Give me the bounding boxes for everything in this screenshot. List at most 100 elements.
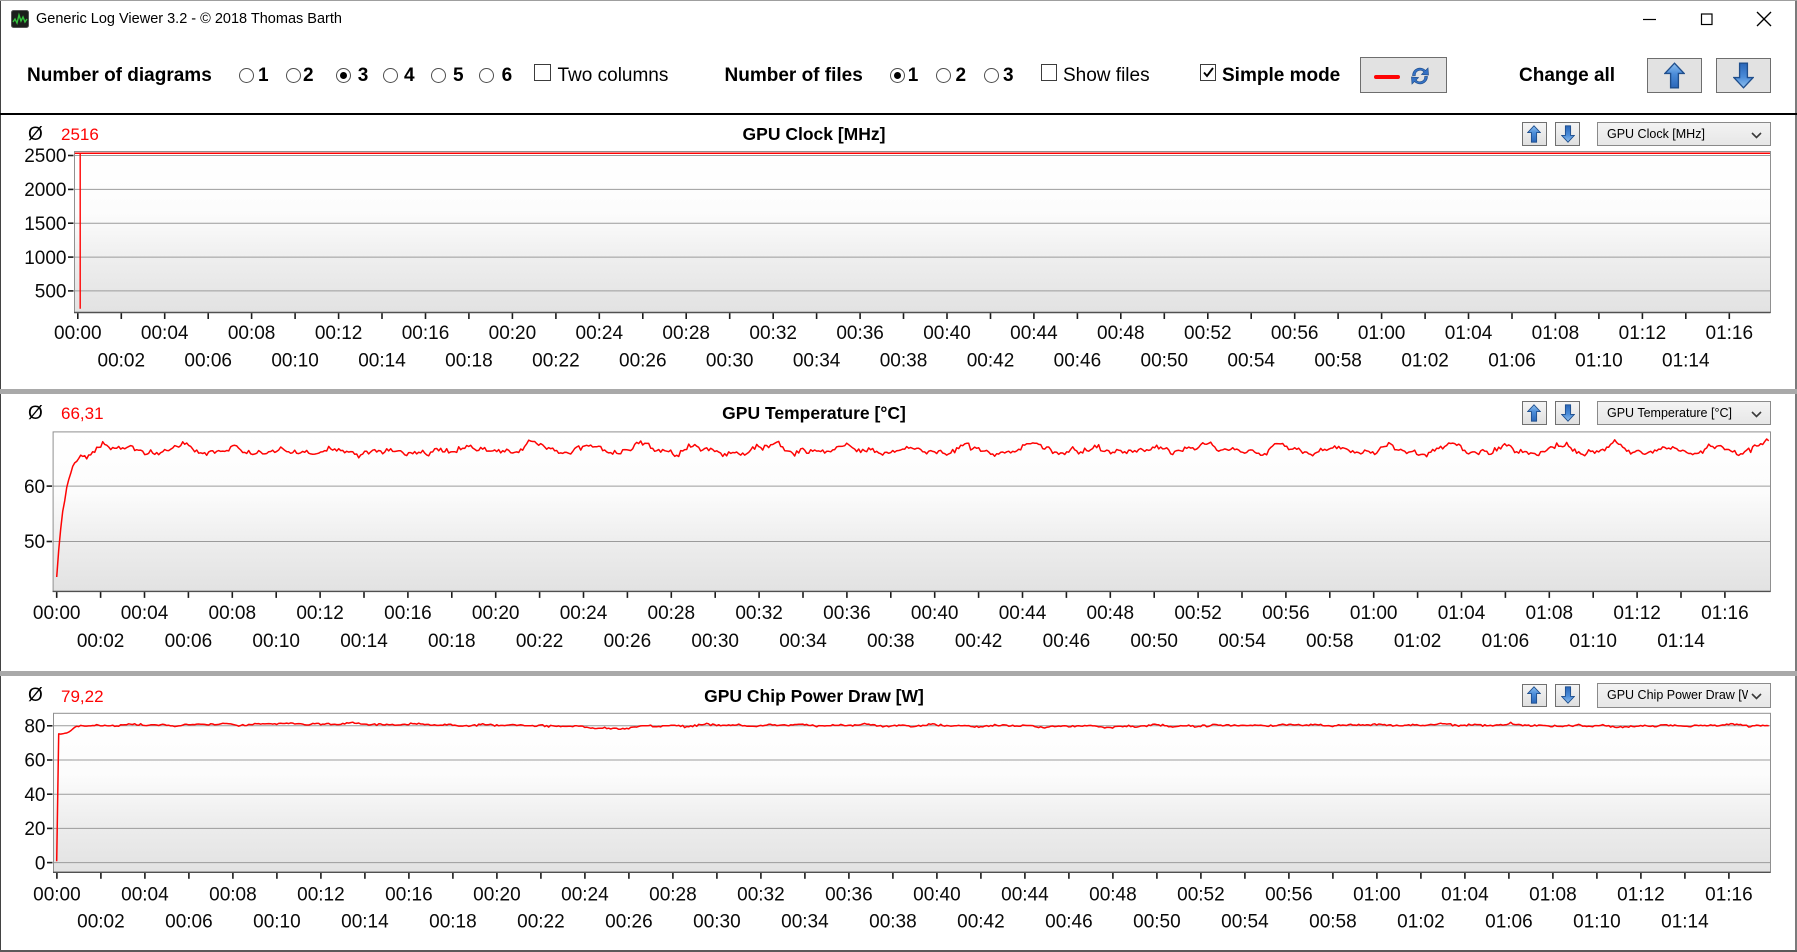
svg-text:00:54: 00:54 xyxy=(1227,351,1275,372)
svg-text:01:06: 01:06 xyxy=(1485,911,1533,932)
svg-text:500: 500 xyxy=(35,282,67,303)
svg-text:00:44: 00:44 xyxy=(999,603,1047,624)
svg-text:00:48: 00:48 xyxy=(1087,603,1135,624)
svg-text:00:04: 00:04 xyxy=(141,323,189,344)
svg-text:1500: 1500 xyxy=(24,214,66,235)
svg-text:60: 60 xyxy=(24,477,45,498)
svg-text:00:18: 00:18 xyxy=(429,911,477,932)
svg-text:01:14: 01:14 xyxy=(1661,911,1709,932)
svg-text:60: 60 xyxy=(24,750,45,771)
svg-text:00:06: 00:06 xyxy=(165,631,213,652)
svg-text:00:26: 00:26 xyxy=(605,911,653,932)
svg-text:00:36: 00:36 xyxy=(823,603,871,624)
svg-text:00:32: 00:32 xyxy=(735,603,783,624)
svg-text:00:04: 00:04 xyxy=(121,884,169,905)
svg-text:00:52: 00:52 xyxy=(1177,884,1225,905)
svg-text:00:50: 00:50 xyxy=(1130,631,1178,652)
svg-text:2500: 2500 xyxy=(24,146,66,167)
svg-text:00:40: 00:40 xyxy=(911,603,959,624)
svg-text:00:28: 00:28 xyxy=(648,603,696,624)
svg-text:00:14: 00:14 xyxy=(358,351,406,372)
svg-text:00:16: 00:16 xyxy=(385,884,433,905)
svg-text:00:42: 00:42 xyxy=(955,631,1003,652)
svg-text:00:58: 00:58 xyxy=(1306,631,1354,652)
svg-text:00:14: 00:14 xyxy=(340,631,388,652)
svg-text:00:46: 00:46 xyxy=(1045,911,1093,932)
svg-text:00:20: 00:20 xyxy=(473,884,521,905)
svg-text:00:16: 00:16 xyxy=(402,323,450,344)
svg-text:00:38: 00:38 xyxy=(869,911,917,932)
svg-text:00:34: 00:34 xyxy=(793,351,841,372)
svg-text:00:32: 00:32 xyxy=(749,323,797,344)
svg-text:00:04: 00:04 xyxy=(121,603,169,624)
svg-text:01:10: 01:10 xyxy=(1575,351,1623,372)
svg-text:00:36: 00:36 xyxy=(836,323,884,344)
svg-text:01:04: 01:04 xyxy=(1438,603,1486,624)
svg-text:00:58: 00:58 xyxy=(1309,911,1357,932)
svg-text:50: 50 xyxy=(24,533,45,554)
svg-text:00:46: 00:46 xyxy=(1054,351,1102,372)
svg-text:01:12: 01:12 xyxy=(1617,884,1665,905)
svg-text:00:44: 00:44 xyxy=(1001,884,1049,905)
svg-text:00:12: 00:12 xyxy=(315,323,363,344)
svg-text:01:16: 01:16 xyxy=(1706,323,1754,344)
svg-text:00:26: 00:26 xyxy=(604,631,652,652)
svg-text:00:30: 00:30 xyxy=(691,631,739,652)
svg-text:00:34: 00:34 xyxy=(779,631,827,652)
svg-text:01:02: 01:02 xyxy=(1397,911,1445,932)
svg-text:00:38: 00:38 xyxy=(880,351,928,372)
svg-text:00:20: 00:20 xyxy=(472,603,520,624)
svg-text:00:40: 00:40 xyxy=(913,884,961,905)
svg-text:00:22: 00:22 xyxy=(532,351,580,372)
svg-text:01:04: 01:04 xyxy=(1445,323,1493,344)
svg-text:01:02: 01:02 xyxy=(1394,631,1442,652)
svg-text:2000: 2000 xyxy=(24,180,66,201)
svg-text:00:52: 00:52 xyxy=(1184,323,1232,344)
svg-text:00:48: 00:48 xyxy=(1089,884,1137,905)
svg-text:01:08: 01:08 xyxy=(1529,884,1577,905)
svg-text:01:12: 01:12 xyxy=(1613,603,1661,624)
svg-text:40: 40 xyxy=(24,785,45,806)
svg-text:00:30: 00:30 xyxy=(706,351,754,372)
svg-text:00:44: 00:44 xyxy=(1010,323,1058,344)
svg-text:01:04: 01:04 xyxy=(1441,884,1489,905)
svg-text:00:00: 00:00 xyxy=(33,603,81,624)
svg-text:00:34: 00:34 xyxy=(781,911,829,932)
svg-text:00:02: 00:02 xyxy=(77,631,125,652)
svg-text:00:56: 00:56 xyxy=(1262,603,1310,624)
svg-text:00:12: 00:12 xyxy=(297,884,345,905)
svg-text:00:10: 00:10 xyxy=(252,631,300,652)
svg-text:00:52: 00:52 xyxy=(1174,603,1222,624)
svg-text:00:08: 00:08 xyxy=(209,603,257,624)
svg-text:00:10: 00:10 xyxy=(253,911,301,932)
svg-text:00:10: 00:10 xyxy=(271,351,319,372)
svg-text:00:02: 00:02 xyxy=(98,351,146,372)
svg-text:00:20: 00:20 xyxy=(489,323,537,344)
svg-text:01:10: 01:10 xyxy=(1569,631,1617,652)
svg-text:00:00: 00:00 xyxy=(54,323,102,344)
svg-text:00:56: 00:56 xyxy=(1271,323,1319,344)
svg-text:0: 0 xyxy=(35,853,46,874)
svg-text:01:00: 01:00 xyxy=(1353,884,1401,905)
svg-text:00:28: 00:28 xyxy=(662,323,710,344)
svg-text:00:24: 00:24 xyxy=(560,603,608,624)
svg-text:01:14: 01:14 xyxy=(1662,351,1710,372)
svg-text:00:58: 00:58 xyxy=(1314,351,1362,372)
svg-text:01:08: 01:08 xyxy=(1532,323,1580,344)
svg-text:00:06: 00:06 xyxy=(165,911,213,932)
svg-text:01:14: 01:14 xyxy=(1657,631,1705,652)
svg-text:00:32: 00:32 xyxy=(737,884,785,905)
svg-text:01:06: 01:06 xyxy=(1488,351,1536,372)
svg-text:00:30: 00:30 xyxy=(693,911,741,932)
svg-text:00:28: 00:28 xyxy=(649,884,697,905)
svg-text:01:16: 01:16 xyxy=(1705,884,1753,905)
svg-text:00:54: 00:54 xyxy=(1221,911,1269,932)
svg-text:1000: 1000 xyxy=(24,248,66,269)
svg-text:00:50: 00:50 xyxy=(1133,911,1181,932)
svg-text:00:14: 00:14 xyxy=(341,911,389,932)
svg-text:80: 80 xyxy=(24,716,45,737)
svg-text:01:02: 01:02 xyxy=(1401,351,1449,372)
svg-text:00:40: 00:40 xyxy=(923,323,971,344)
svg-text:00:50: 00:50 xyxy=(1141,351,1189,372)
svg-text:01:00: 01:00 xyxy=(1358,323,1406,344)
